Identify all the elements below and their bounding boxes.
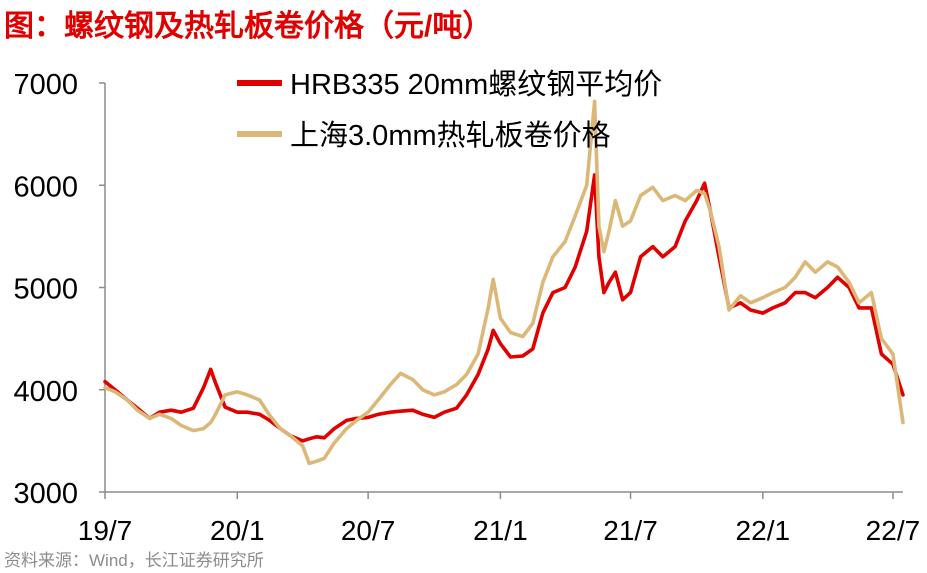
legend-label-hot-rolled-coil: 上海3.0mm热轧板卷价格 — [290, 119, 611, 152]
x-tick-label: 21/7 — [603, 515, 658, 546]
x-tick-label: 22/1 — [736, 515, 791, 546]
y-tick-label: 7000 — [13, 69, 78, 101]
y-tick-label: 5000 — [13, 274, 78, 306]
source-note: 资料来源：Wind，长江证券研究所 — [4, 551, 264, 570]
plot-area: 3000 4000 5000 6000 7000 19/7 20/1 20/7 21/1 21/7… — [13, 69, 920, 546]
legend: HRB335 20mm螺纹钢平均价 上海3.0mm热轧板卷价格 — [237, 68, 662, 152]
chart-title: 图：螺纹钢及热轧板卷价格（元/吨） — [4, 9, 492, 43]
y-tick-label: 4000 — [13, 376, 78, 408]
x-tick-label: 20/1 — [210, 515, 265, 546]
series-line-rebar — [103, 173, 905, 443]
series-line-hot-rolled-coil — [103, 99, 905, 466]
x-tick-label: 19/7 — [78, 515, 133, 546]
y-tick-label: 6000 — [13, 171, 78, 203]
y-tick-label: 3000 — [13, 478, 78, 510]
x-tick-label: 22/7 — [866, 515, 921, 546]
x-tick-label: 21/1 — [473, 515, 528, 546]
legend-label-rebar: HRB335 20mm螺纹钢平均价 — [290, 68, 662, 101]
x-tick-label: 20/7 — [341, 515, 396, 546]
